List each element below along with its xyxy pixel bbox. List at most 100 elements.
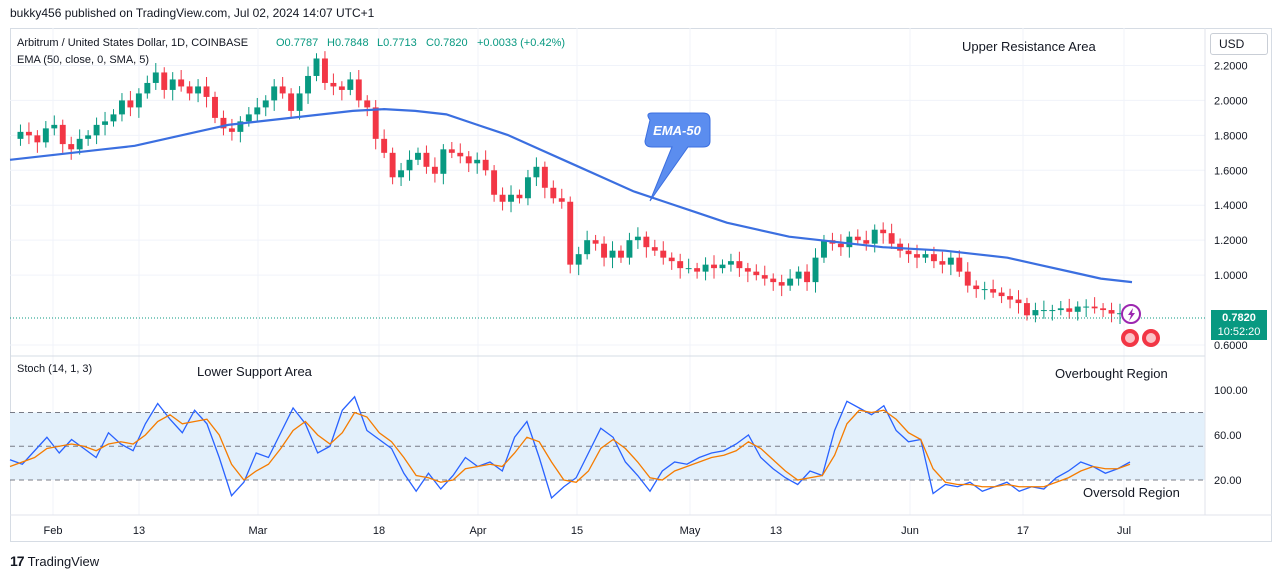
candle-body [880,229,887,234]
candle-body [313,58,320,76]
time-tick-label: Apr [469,525,486,537]
ohlc-close: C0.7820 [426,37,468,49]
candle-body [753,271,760,276]
candle-body [914,254,920,258]
candle-body [440,149,447,174]
candle-body [338,86,345,90]
candle-body [178,79,185,87]
candle-body [279,86,286,94]
candle-body [804,271,811,283]
candle-body [465,156,472,164]
lower-support-label: Lower Support Area [197,364,313,379]
price-tick-label: 2.2000 [1214,60,1248,72]
candle-body [761,275,768,279]
time-tick-label: Mar [249,525,268,537]
candle-body [93,124,100,136]
candle-body [592,240,599,244]
candle-body [584,240,591,255]
candle-body [601,243,608,258]
candle-body [457,152,464,157]
candle-body [499,194,506,202]
candle-body [321,58,328,83]
candle-body [905,250,912,255]
stoch-tick-label: 100.00 [1214,385,1248,397]
stoch-legend: Stoch (14, 1, 3) [17,363,92,375]
candle-body [1007,296,1014,300]
ohlc-change: +0.0033 (+0.42%) [477,37,565,49]
candle-body [482,159,489,171]
candle-body [1049,310,1056,312]
candle-body [1066,308,1073,312]
stoch-tick-label: 20.00 [1214,475,1242,487]
last-price-value: 0.7820 [1222,312,1256,324]
candle-body [186,86,193,94]
candle-body [372,107,379,139]
candle-body [118,100,125,115]
candle-body [203,86,210,97]
candle-body [330,82,337,87]
candle-body [744,268,751,272]
candle-body [355,79,362,101]
candle-body [431,166,438,174]
time-tick-label: 17 [1017,525,1029,537]
candle-body [888,233,895,244]
candle-body [389,152,396,178]
ema-legend: EMA (50, close, 0, SMA, 5) [17,54,149,66]
candle-body [228,128,235,132]
candle-body [347,79,354,90]
candle-body [533,166,540,178]
price-tick-label: 1.8000 [1214,130,1248,142]
candle-body [863,240,870,244]
price-tick-label: 2.0000 [1214,95,1248,107]
price-tick-label: 1.0000 [1214,270,1248,282]
price-tick-label: 1.6000 [1214,165,1248,177]
time-tick-label: 13 [133,525,145,537]
candle-body [922,254,929,258]
symbol-name: Arbitrum / United States Dollar, 1D, COI… [17,37,248,49]
candle-body [1040,310,1047,312]
price-tick-label: 1.2000 [1214,235,1248,247]
time-tick-label: 13 [770,525,782,537]
candle-body [288,93,295,111]
candle-body [415,152,421,160]
candle-body [448,149,455,153]
candle-body [271,86,278,101]
stoch-d-line [9,409,1131,488]
candle-body [398,170,405,178]
candle-body [973,285,980,290]
candle-body [964,271,971,286]
candle-body [719,264,726,269]
candle-body [161,72,168,90]
candle-body [541,166,548,188]
candle-body [990,289,997,293]
candle-body [939,261,946,265]
bar-countdown: 10:52:20 [1217,326,1261,338]
candle-body [846,236,853,248]
time-tick-label: 18 [373,525,385,537]
candle-body [660,250,667,258]
candle-body [567,201,574,265]
ema-callout-label: EMA-50 [653,123,701,138]
candle-body [947,257,954,265]
ema-50-line [9,108,1133,284]
event-markers[interactable] [1121,304,1160,347]
ohlc-low: L0.7713 [377,37,417,49]
candle-body [609,250,616,258]
publisher-caption: bukky456 published on TradingView.com, J… [10,6,375,20]
candle-body [558,198,565,202]
candle-body [524,177,531,199]
time-tick-label: Jun [901,525,919,537]
candle-body [59,124,66,145]
price-tick-label: 0.6000 [1214,340,1248,352]
tradingview-logo[interactable]: 17 TradingView [10,553,99,569]
callout-bubble [644,112,711,202]
candle-body [254,107,261,115]
candle-body [837,243,844,248]
currency-selector[interactable]: USD [1210,33,1268,55]
candle-body [34,135,41,143]
candle-body [381,138,388,153]
ohlc-open: O0.7787 [276,37,318,49]
candle-body [694,268,701,272]
candle-body [237,121,244,132]
